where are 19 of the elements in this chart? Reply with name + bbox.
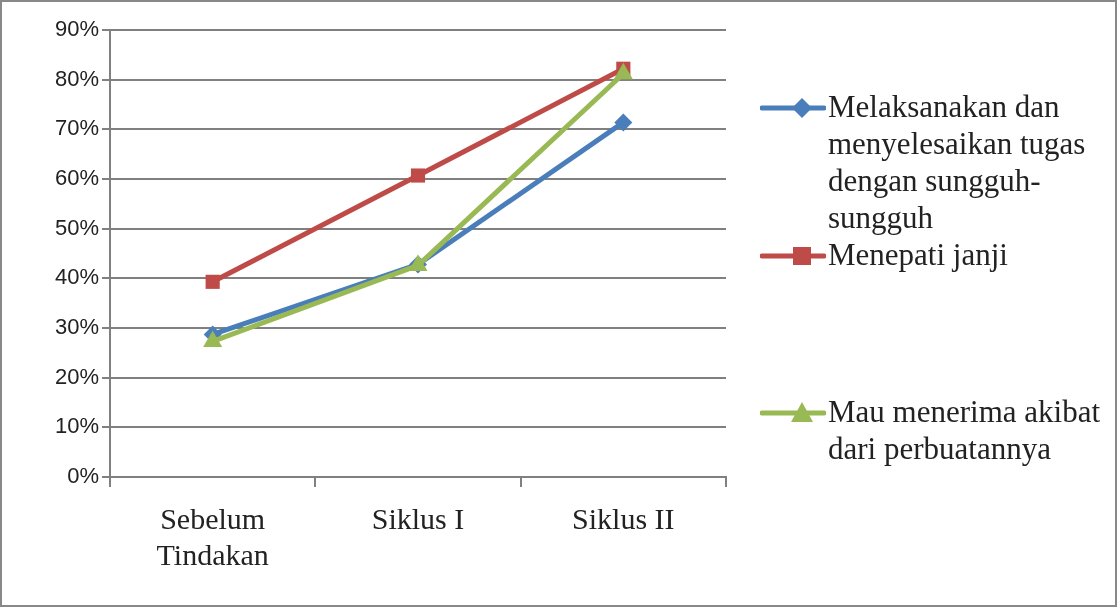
point bbox=[614, 113, 633, 132]
y-tick-label: 20% bbox=[54, 363, 99, 389]
y-tick-label: 30% bbox=[54, 314, 99, 340]
y-tick-label: 70% bbox=[54, 115, 99, 141]
y-tick-label: 60% bbox=[54, 165, 99, 191]
legend-label: Mau menerima akibat dari perbuatannya bbox=[828, 393, 1101, 467]
y-tick-label: 80% bbox=[54, 65, 99, 91]
y-tick-label: 0% bbox=[67, 463, 99, 489]
point bbox=[410, 168, 426, 183]
x-tick-label: Siklus II bbox=[572, 501, 675, 535]
y-tick-label: 40% bbox=[54, 264, 99, 290]
x-tick-label: Sebelum Tindakan bbox=[156, 501, 269, 571]
legend-label: Menepati janji bbox=[828, 236, 1008, 273]
point bbox=[205, 274, 220, 289]
y-tick-label: 10% bbox=[54, 413, 99, 439]
y-tick-label: 50% bbox=[54, 214, 99, 240]
x-tick-label: Siklus I bbox=[371, 501, 465, 535]
legend-label: Melaksanakan dan menyelesaikan tugas dengan sungguh-sungguh bbox=[828, 88, 1087, 236]
y-tick-label: 90% bbox=[54, 16, 99, 42]
